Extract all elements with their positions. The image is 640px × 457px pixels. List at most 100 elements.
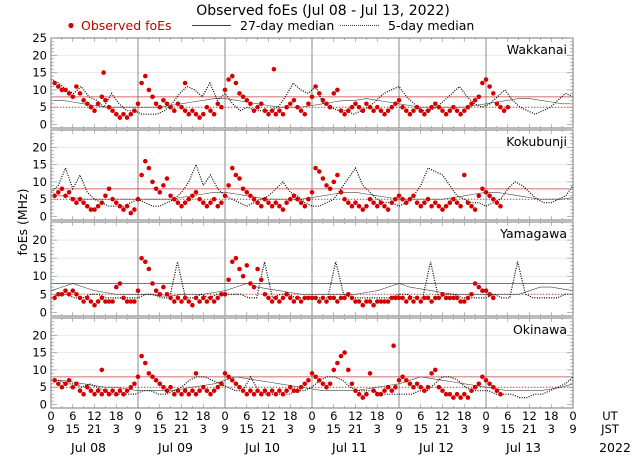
observed-point: [262, 388, 268, 394]
observed-point: [124, 203, 130, 209]
observed-point: [400, 104, 405, 110]
observed-point: [320, 98, 326, 103]
legend-observed-marker: [68, 22, 74, 29]
jst-tick-label: 9: [221, 422, 228, 436]
observed-point: [146, 371, 152, 376]
y-tick-label: 20: [32, 48, 47, 62]
jst-tick-label: 15: [65, 422, 80, 436]
observed-point: [244, 263, 250, 268]
observed-point: [157, 190, 163, 195]
observed-point: [95, 101, 101, 107]
observed-point: [266, 391, 271, 397]
observed-point: [443, 111, 449, 117]
observed-point: [204, 388, 210, 394]
observed-point: [92, 108, 97, 113]
observed-point: [317, 299, 322, 304]
observed-point: [182, 80, 188, 86]
observed-point: [454, 295, 460, 301]
median-27day-line: [50, 283, 574, 297]
observed-point: [306, 295, 311, 301]
observed-point: [349, 295, 355, 301]
observed-point: [458, 299, 463, 304]
observed-point: [338, 353, 344, 359]
observed-point: [291, 388, 297, 394]
observed-point: [302, 381, 308, 387]
panel-yamagawa: 0 5 10 15 20 Yamagawa: [32, 221, 574, 319]
observed-point: [469, 388, 474, 394]
ut-tick-label: 0: [221, 409, 228, 423]
jst-tick-label: 21: [87, 422, 102, 436]
ut-tick-label: 18: [109, 409, 124, 423]
jst-tick-label: 9: [395, 422, 402, 436]
observed-point: [364, 101, 369, 107]
observed-point: [266, 200, 271, 205]
observed-point: [219, 104, 224, 110]
panel-kokubunji: 0 5 10 15 20 Kokubunji: [32, 129, 574, 224]
observed-point: [273, 111, 279, 117]
observed-point: [269, 108, 275, 113]
observed-point: [269, 299, 275, 304]
observed-point: [66, 190, 72, 195]
observed-point: [491, 384, 496, 390]
observed-point: [385, 384, 391, 390]
observed-point: [400, 295, 405, 301]
day-label: Jul 08: [70, 440, 106, 455]
observed-point: [81, 391, 86, 397]
observed-point: [451, 196, 456, 202]
observed-point: [375, 203, 380, 209]
observed-point: [70, 288, 76, 294]
observed-point: [219, 381, 224, 387]
ut-tick-label: 12: [348, 409, 363, 423]
observed-point: [407, 295, 413, 301]
panels: 0 5 10 15 20 25 Wakkanai 0 5 10 15 20 Kokubunji 0 5 10 1…: [32, 31, 574, 412]
observed-point: [157, 381, 163, 387]
observed-point: [436, 203, 442, 209]
observed-point: [346, 108, 351, 113]
observed-point: [222, 193, 228, 199]
observed-point: [295, 295, 300, 301]
observed-point: [291, 193, 297, 199]
observed-point: [353, 200, 358, 205]
observed-point: [422, 388, 427, 394]
observed-point: [349, 381, 355, 387]
observed-point: [295, 104, 300, 110]
observed-point: [128, 210, 134, 216]
y-tick-label: 10: [32, 83, 47, 97]
observed-point: [425, 108, 431, 113]
observed-point: [429, 203, 434, 209]
observed-point: [153, 186, 159, 192]
observed-point: [284, 388, 289, 394]
observed-point: [52, 378, 57, 383]
y-tick-label: 25: [32, 31, 47, 45]
chart-title: Observed foEs (Jul 08 - Jul 13, 2022): [196, 3, 450, 19]
observed-point: [193, 295, 199, 301]
observed-point: [168, 104, 173, 110]
observed-point: [425, 384, 431, 390]
observed-point: [447, 295, 453, 301]
observed-point: [128, 111, 134, 117]
observed-point: [404, 299, 409, 304]
y-tick-label: 5: [40, 100, 47, 114]
observed-point: [251, 391, 257, 397]
jst-tick-label: 3: [461, 422, 468, 436]
observed-point: [440, 108, 445, 113]
observed-point: [128, 384, 134, 390]
observed-point: [458, 395, 463, 400]
observed-point: [201, 384, 206, 390]
observed-point: [262, 292, 268, 297]
observed-point: [389, 295, 395, 301]
observed-point: [215, 203, 221, 209]
observed-point: [360, 108, 366, 113]
observed-point: [291, 98, 297, 103]
observed-point: [440, 207, 445, 212]
y-tick-label: 10: [32, 269, 47, 283]
observed-point: [255, 388, 260, 394]
observed-point: [335, 172, 340, 178]
observed-point: [168, 384, 173, 390]
observed-point: [480, 288, 485, 294]
observed-point: [222, 371, 228, 376]
y-tick-label: 20: [32, 328, 47, 342]
ut-tick-label: 18: [196, 409, 211, 423]
observed-point: [443, 391, 449, 397]
observed-point: [462, 391, 467, 397]
